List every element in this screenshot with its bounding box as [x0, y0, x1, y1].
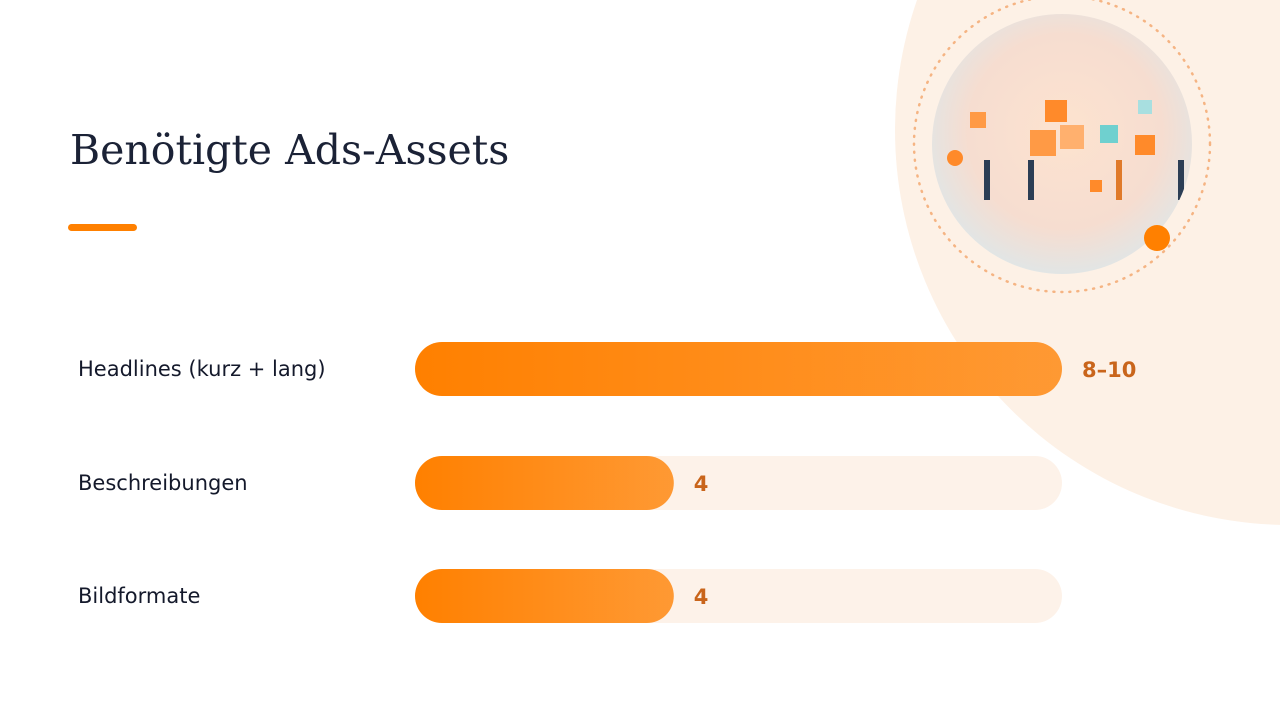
category-label: Beschreibungen [78, 471, 248, 495]
value-label: 4 [694, 472, 709, 496]
category-label: Headlines (kurz + lang) [78, 357, 326, 381]
title-accent [68, 224, 137, 231]
bar [415, 456, 674, 510]
plot: Headlines (kurz + lang) 8–10 Beschreibunge… [78, 342, 1136, 623]
bar [415, 342, 1062, 396]
bar [415, 569, 674, 623]
value-label: 4 [694, 585, 709, 609]
category-label: Bildformate [78, 584, 200, 608]
decor-ring [912, 0, 1212, 294]
value-label: 8–10 [1082, 358, 1136, 382]
chart-title: Benötigte Ads-Assets [70, 126, 509, 174]
decor-dot [1144, 225, 1170, 251]
